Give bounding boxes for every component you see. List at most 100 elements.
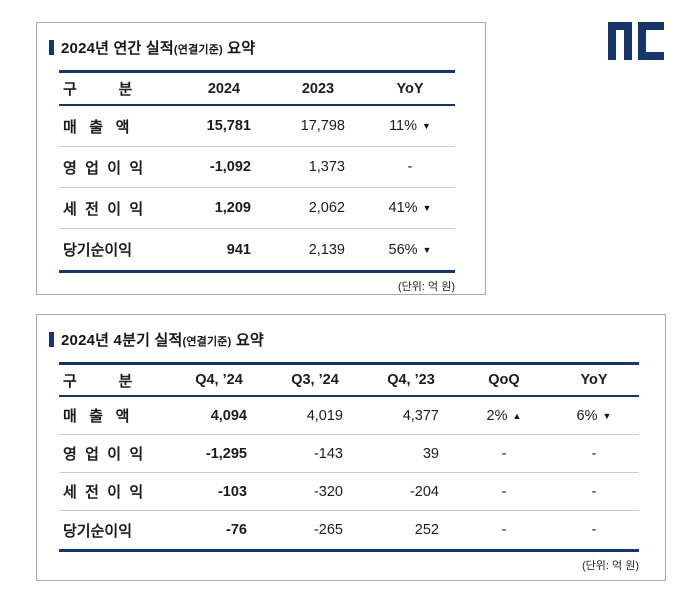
header-q4-23: Q4, ’23 xyxy=(387,372,435,388)
value-q4-24: 4,094 xyxy=(210,407,247,424)
logo-letter-n xyxy=(608,22,632,60)
annual-title: 2024년 연간 실적(연결기준) 요약 xyxy=(49,37,485,58)
quarterly-title-paren: (연결기준) xyxy=(182,336,232,348)
value-q3-24: 4,019 xyxy=(306,407,343,424)
qoq-cell: - xyxy=(459,484,549,500)
annual-title-text: 2024년 연간 실적(연결기준) 요약 xyxy=(61,37,255,58)
value-2024: 15,781 xyxy=(206,118,251,134)
quarterly-header-row: 구 분 Q4, ’24 Q3, ’24 Q4, ’23 QoQ YoY xyxy=(59,365,639,397)
quarterly-title: 2024년 4분기 실적(연결기준) 요약 xyxy=(49,329,665,350)
value-2023: 17,798 xyxy=(300,118,345,134)
qoq-cell: 2% ▲ xyxy=(459,408,549,424)
up-triangle-icon: ▲ xyxy=(512,410,522,421)
table-row-operating-profit: 영 업 이 익 -1,092 1,373 - xyxy=(59,147,455,188)
logo-letter-c xyxy=(638,22,664,60)
value-q4-23: 252 xyxy=(414,522,439,538)
yoy-cell: - xyxy=(549,484,639,500)
title-marker-bar xyxy=(49,40,54,55)
quarterly-title-text: 2024년 4분기 실적(연결기준) 요약 xyxy=(61,329,264,350)
value-q4-24: -103 xyxy=(217,483,247,500)
header-q3-24: Q3, ’24 xyxy=(291,372,339,388)
header-yoy: YoY xyxy=(580,372,608,388)
value-q3-24: -143 xyxy=(313,445,343,462)
qoq-value: - xyxy=(501,483,507,500)
value-q4-23: 4,377 xyxy=(402,407,439,424)
value-2023: 1,373 xyxy=(308,159,345,175)
nc-logo-graphic xyxy=(608,22,664,60)
down-triangle-icon: ▼ xyxy=(422,244,432,255)
annual-header-row: 구 분 2024 2023 YoY xyxy=(59,73,455,106)
header-yoy: YoY xyxy=(396,80,424,97)
value-2023: 2,062 xyxy=(308,200,345,216)
title-marker-bar xyxy=(49,332,54,347)
down-triangle-icon: ▼ xyxy=(422,203,432,213)
value-2024: 941 xyxy=(226,241,251,258)
annual-title-paren: (연결기준) xyxy=(173,44,223,56)
qoq-cell: - xyxy=(459,446,549,462)
qoq-cell: - xyxy=(459,522,549,538)
yoy-value: - xyxy=(591,445,597,462)
table-row-revenue: 매 출 액 4,094 4,019 4,377 2% ▲ 6% ▼ xyxy=(59,397,639,435)
row-label: 영 업 이 익 xyxy=(63,446,144,463)
nc-logo xyxy=(608,22,664,60)
annual-title-main: 2024년 연간 실적 xyxy=(61,40,174,57)
quarterly-table: 구 분 Q4, ’24 Q3, ’24 Q4, ’23 QoQ YoY 매 출 … xyxy=(59,362,639,552)
yoy-cell: - xyxy=(549,446,639,462)
value-q3-24: -265 xyxy=(313,522,343,538)
down-triangle-icon: ▼ xyxy=(602,410,612,421)
yoy-value: - xyxy=(591,483,597,500)
value-q4-23: -204 xyxy=(409,483,439,500)
header-category: 구 분 xyxy=(63,372,133,390)
annual-table: 구 분 2024 2023 YoY 매 출 액 15,781 17,798 11… xyxy=(59,70,455,273)
row-label: 영 업 이 익 xyxy=(63,159,144,177)
yoy-cell: - xyxy=(549,522,639,538)
value-q4-24: -1,295 xyxy=(205,445,247,462)
table-row-net-profit: 당기순이익 941 2,139 56% ▼ xyxy=(59,229,455,270)
table-row-revenue: 매 출 액 15,781 17,798 11% ▼ xyxy=(59,106,455,147)
unit-note: (단위: 억 원) xyxy=(398,281,455,293)
annual-title-tail: 요약 xyxy=(222,40,256,57)
yoy-cell: 41% ▼ xyxy=(365,200,455,216)
value-q4-24: -76 xyxy=(226,522,247,538)
header-q4-24: Q4, ’24 xyxy=(195,372,243,388)
header-2023: 2023 xyxy=(301,80,335,97)
header-qoq: QoQ xyxy=(488,372,520,388)
yoy-value: - xyxy=(591,522,597,538)
down-triangle-icon: ▼ xyxy=(422,121,431,131)
yoy-value: 6% xyxy=(576,407,598,424)
quarterly-summary-card: 2024년 4분기 실적(연결기준) 요약 구 분 Q4, ’24 Q3, ’2… xyxy=(36,314,666,581)
qoq-value: - xyxy=(501,445,507,462)
value-2023: 2,139 xyxy=(308,241,345,258)
header-2024: 2024 xyxy=(207,80,241,97)
row-label: 당기순이익 xyxy=(63,242,133,259)
value-2024: -1,092 xyxy=(209,159,251,175)
yoy-cell: 11% ▼ xyxy=(365,118,455,134)
row-label: 매 출 액 xyxy=(63,118,130,136)
table-row-pretax-profit: 세 전 이 익 -103 -320 -204 - - xyxy=(59,473,639,511)
value-q3-24: -320 xyxy=(313,483,343,500)
yoy-value: 41% xyxy=(388,200,418,216)
row-label: 매 출 액 xyxy=(63,408,130,425)
yoy-value: - xyxy=(407,159,413,175)
yoy-value: 11% xyxy=(389,118,418,134)
table-row-pretax-profit: 세 전 이 익 1,209 2,062 41% ▼ xyxy=(59,188,455,229)
annual-summary-card: 2024년 연간 실적(연결기준) 요약 구 분 2024 2023 YoY 매… xyxy=(36,22,486,295)
qoq-value: - xyxy=(501,522,507,538)
table-row-net-profit: 당기순이익 -76 -265 252 - - xyxy=(59,511,639,549)
table-row-operating-profit: 영 업 이 익 -1,295 -143 39 - - xyxy=(59,435,639,473)
quarterly-title-tail: 요약 xyxy=(231,332,264,349)
row-label: 세 전 이 익 xyxy=(63,484,144,501)
yoy-cell: - xyxy=(365,159,455,175)
row-label: 당기순이익 xyxy=(63,522,133,540)
row-label: 세 전 이 익 xyxy=(63,200,144,218)
quarterly-title-main: 2024년 4분기 실적 xyxy=(61,332,183,349)
yoy-cell: 56% ▼ xyxy=(365,242,455,258)
unit-note: (단위: 억 원) xyxy=(582,560,639,572)
value-2024: 1,209 xyxy=(214,200,251,216)
value-q4-23: 39 xyxy=(422,445,439,462)
yoy-value: 56% xyxy=(388,241,418,258)
yoy-cell: 6% ▼ xyxy=(549,408,639,424)
header-category: 구 분 xyxy=(63,81,133,98)
qoq-value: 2% xyxy=(486,407,508,424)
